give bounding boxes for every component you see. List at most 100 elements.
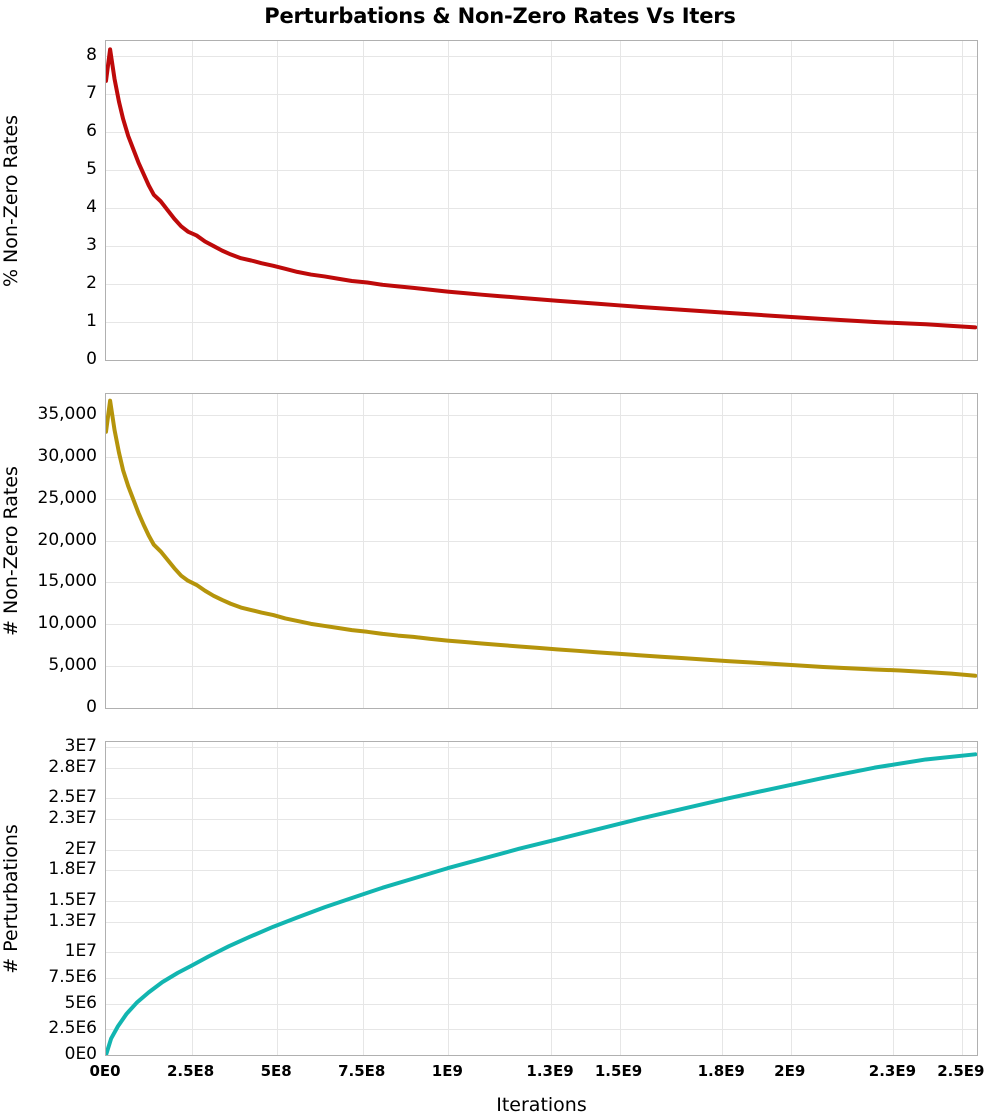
gridline-horizontal [106,850,977,851]
y-tick-label: 1E7 [64,941,97,962]
y-tick-label: 0E0 [64,1044,97,1064]
gridline-vertical [620,394,621,708]
gridline-horizontal [106,666,977,667]
gridline-vertical [448,742,449,1055]
gridline-horizontal [106,457,977,458]
y-tick-label: 2E7 [64,838,97,859]
x-axis-label: Iterations [496,1094,587,1116]
x-tick-label: 7.5E8 [338,1062,386,1080]
gridline-horizontal [106,747,977,748]
gridline-horizontal [106,952,977,953]
y-tick-label: 2.3E7 [48,807,97,828]
gridline-vertical [893,742,894,1055]
series-line [106,752,977,1055]
gridline-vertical [893,41,894,360]
y-tick-label: 5E6 [64,992,97,1013]
y-tick-label: 2 [86,273,97,294]
y-tick-label: 25,000 [37,487,97,508]
y-tick-label: 2.5E6 [48,1018,97,1039]
y-tick-label: 2.5E7 [48,787,97,808]
y-tick-label: 7 [86,83,97,104]
plot-area-percent-non-zero-rates [105,40,978,361]
y-tick-label: 6 [86,121,97,142]
gridline-vertical [722,41,723,360]
gridline-horizontal [106,499,977,500]
gridline-vertical [551,394,552,708]
x-tick-label: 1.5E9 [594,1062,643,1080]
x-tick-label: 2.5E8 [166,1062,215,1080]
gridline-vertical [791,742,792,1055]
gridline-vertical [192,41,193,360]
y-tick-label: 0 [86,697,97,717]
gridline-horizontal [106,1029,977,1030]
y-tick-label: 4 [86,197,97,218]
gridline-vertical [363,394,364,708]
y-tick-label: 2.8E7 [48,756,97,777]
gridline-horizontal [106,541,977,542]
x-tick-label: 5E8 [260,1062,292,1080]
x-tick-label: 0E0 [89,1062,121,1080]
gridline-horizontal [106,901,977,902]
y-tick-label: 8 [86,45,97,66]
gridline-horizontal [106,132,977,133]
y-tick-label: 30,000 [37,445,97,466]
series-group [106,752,977,1055]
gridline-vertical [791,41,792,360]
y-tick-label: 20,000 [37,529,97,550]
x-tick-label: 1.8E9 [697,1062,745,1080]
gridline-vertical [962,742,963,1055]
gridline-horizontal [106,1004,977,1005]
gridline-vertical [277,742,278,1055]
x-tick-label: 1E9 [431,1062,463,1080]
plot-area-perturbations [105,741,978,1056]
gridline-vertical [722,394,723,708]
gridline-vertical [551,742,552,1055]
y-tick-label: 1 [86,311,97,332]
gridline-horizontal [106,624,977,625]
gridline-vertical [192,742,193,1055]
gridline-horizontal [106,322,977,323]
gridline-horizontal [106,284,977,285]
gridline-horizontal [106,819,977,820]
gridline-horizontal [106,94,977,95]
gridline-horizontal [106,978,977,979]
y-tick-label: 5 [86,159,97,180]
gridline-horizontal [106,208,977,209]
page-title: Perturbations & Non-Zero Rates Vs Iters [264,4,736,28]
gridline-vertical [620,742,621,1055]
gridline-vertical [277,394,278,708]
gridline-vertical [620,41,621,360]
series-group [106,398,977,678]
gridline-vertical [448,394,449,708]
y-tick-label: 1.5E7 [48,890,97,911]
series-group [106,47,977,330]
y-tick-label: 0 [86,349,97,369]
y-tick-label: 10,000 [37,613,97,634]
series-line [106,47,977,330]
gridline-vertical [277,41,278,360]
gridline-horizontal [106,870,977,871]
gridline-vertical [192,394,193,708]
x-tick-label: 2E9 [774,1062,806,1080]
y-tick-label: 7.5E6 [48,967,97,988]
gridline-vertical [551,41,552,360]
gridline-vertical [962,394,963,708]
gridline-horizontal [106,798,977,799]
y-tick-label: 3E7 [64,736,97,757]
y-tick-label: 15,000 [37,571,97,592]
gridline-vertical [962,41,963,360]
gridline-horizontal [106,922,977,923]
gridline-vertical [722,742,723,1055]
x-tick-label: 2.5E9 [937,1062,985,1080]
gridline-horizontal [106,582,977,583]
y-tick-label: 35,000 [37,403,97,424]
y-tick-label: 5,000 [48,655,97,676]
gridline-horizontal [106,415,977,416]
plot-area-count-non-zero-rates [105,393,978,709]
gridline-vertical [448,41,449,360]
series-line [106,398,977,678]
gridline-vertical [363,41,364,360]
